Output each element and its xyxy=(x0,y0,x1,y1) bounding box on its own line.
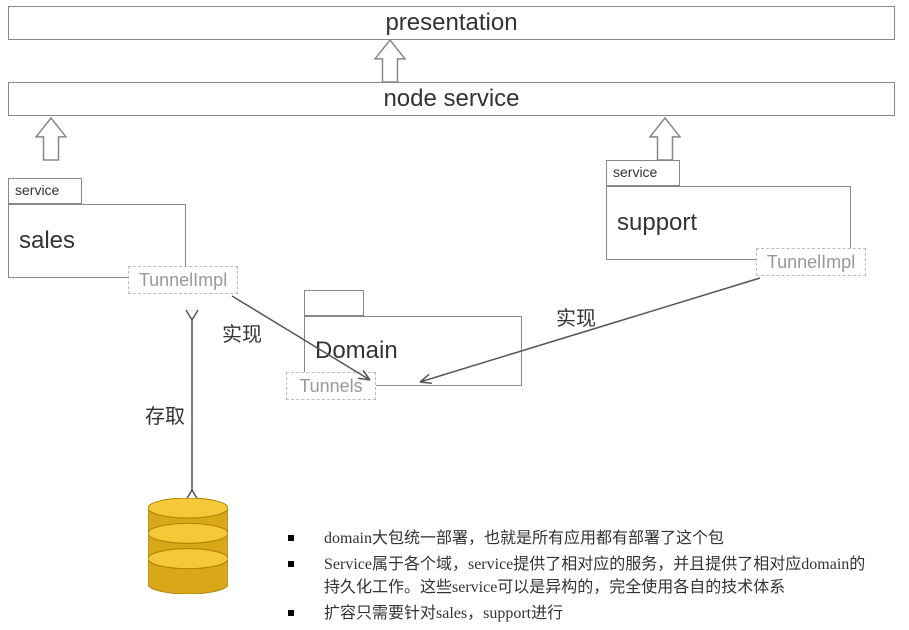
bullet-item: 扩容只需要针对sales，support进行 xyxy=(288,603,878,625)
bullet-item: Service属于各个域，service提供了相对应的服务，并且提供了相对应do… xyxy=(288,554,878,599)
bullet-item: domain大包统一部署，也就是所有应用都有部署了这个包 xyxy=(288,528,878,550)
bullet-list: domain大包统一部署，也就是所有应用都有部署了这个包 Service属于各个域… xyxy=(288,528,878,630)
database-icon xyxy=(148,498,228,594)
access-label: 存取 xyxy=(145,400,185,429)
